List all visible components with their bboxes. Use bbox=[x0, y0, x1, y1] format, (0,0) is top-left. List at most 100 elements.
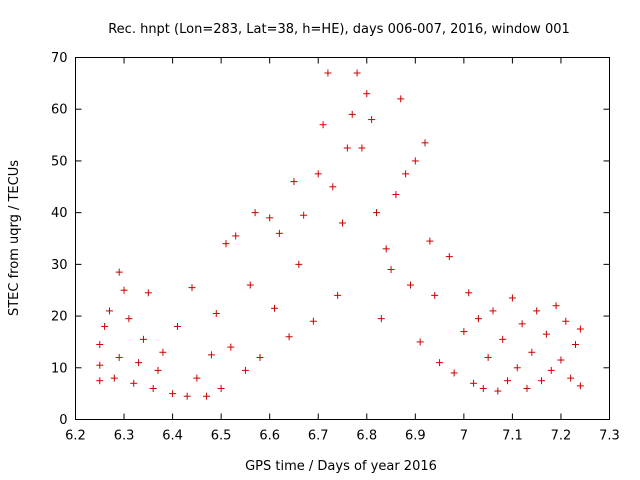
data-point bbox=[450, 369, 458, 377]
x-tick-label: 7 bbox=[460, 429, 468, 444]
data-point bbox=[120, 286, 128, 294]
data-point bbox=[256, 353, 264, 361]
data-point bbox=[125, 315, 133, 323]
y-tick-label: 30 bbox=[51, 258, 68, 273]
data-point bbox=[266, 214, 274, 222]
data-point bbox=[110, 374, 118, 382]
data-point bbox=[474, 315, 482, 323]
data-point bbox=[508, 294, 516, 302]
data-point bbox=[538, 377, 546, 385]
data-point bbox=[504, 377, 512, 385]
data-point bbox=[319, 121, 327, 129]
x-tick-label: 6.7 bbox=[308, 429, 329, 444]
y-tick-label: 40 bbox=[51, 206, 68, 221]
data-point bbox=[154, 366, 162, 374]
data-point bbox=[431, 291, 439, 299]
data-point bbox=[397, 95, 405, 103]
data-point bbox=[334, 291, 342, 299]
data-point bbox=[183, 392, 191, 400]
data-point bbox=[101, 322, 109, 330]
data-point bbox=[348, 110, 356, 118]
data-point bbox=[193, 374, 201, 382]
y-tick-label: 10 bbox=[51, 361, 68, 376]
data-point bbox=[382, 245, 390, 253]
data-point bbox=[217, 384, 225, 392]
data-point bbox=[494, 387, 502, 395]
data-point bbox=[232, 232, 240, 240]
data-point bbox=[149, 384, 157, 392]
data-point bbox=[479, 384, 487, 392]
data-point bbox=[285, 333, 293, 341]
data-point bbox=[309, 317, 317, 325]
data-point bbox=[241, 366, 249, 374]
x-tick-label: 6.5 bbox=[211, 429, 232, 444]
data-point bbox=[523, 384, 531, 392]
data-point bbox=[392, 191, 400, 199]
x-axis-label: GPS time / Days of year 2016 bbox=[245, 459, 437, 474]
data-point bbox=[96, 377, 104, 385]
data-point bbox=[460, 328, 468, 336]
data-point bbox=[436, 359, 444, 367]
data-point bbox=[542, 330, 550, 338]
data-point bbox=[567, 374, 575, 382]
data-point bbox=[271, 304, 279, 312]
data-point bbox=[363, 90, 371, 98]
data-point bbox=[572, 341, 580, 349]
data-point bbox=[300, 211, 308, 219]
data-point bbox=[387, 266, 395, 274]
data-point bbox=[353, 69, 361, 77]
data-point bbox=[169, 390, 177, 398]
y-axis: 0 10 20 30 40 50 60 70 bbox=[51, 51, 610, 428]
y-tick-label: 50 bbox=[51, 154, 68, 169]
x-tick-label: 7.2 bbox=[551, 429, 572, 444]
data-point bbox=[324, 69, 332, 77]
data-point bbox=[402, 170, 410, 178]
data-point bbox=[533, 307, 541, 315]
data-point bbox=[96, 341, 104, 349]
data-point bbox=[135, 359, 143, 367]
data-point bbox=[227, 343, 235, 351]
data-point bbox=[416, 338, 424, 346]
data-point bbox=[489, 307, 497, 315]
data-point bbox=[445, 253, 453, 261]
data-point bbox=[96, 361, 104, 369]
x-tick-label: 6.2 bbox=[65, 429, 86, 444]
y-axis-label: STEC from uqrg / TECUs bbox=[7, 160, 22, 316]
data-point bbox=[203, 392, 211, 400]
data-point bbox=[358, 144, 366, 152]
y-tick-label: 0 bbox=[59, 413, 67, 428]
data-point bbox=[339, 219, 346, 227]
data-point bbox=[290, 178, 298, 186]
data-point bbox=[576, 382, 584, 390]
data-point bbox=[470, 379, 478, 387]
x-tick-label: 6.9 bbox=[405, 429, 426, 444]
data-point bbox=[562, 317, 570, 325]
x-tick-label: 6.3 bbox=[114, 429, 135, 444]
x-axis: 6.2 6.3 6.4 6.5 6.6 6.7 6.8 6.9 7 7.1 7.2 7.3 bbox=[65, 57, 620, 444]
data-point bbox=[295, 260, 303, 268]
data-point bbox=[499, 335, 507, 343]
data-point bbox=[528, 348, 536, 356]
data-point bbox=[251, 209, 259, 217]
x-tick-label: 7.3 bbox=[599, 429, 620, 444]
data-point bbox=[207, 351, 215, 359]
data-point bbox=[212, 309, 220, 317]
data-point bbox=[329, 183, 337, 191]
data-point bbox=[421, 139, 429, 147]
data-point bbox=[547, 366, 555, 374]
data-point bbox=[377, 315, 385, 323]
data-point bbox=[139, 335, 147, 343]
data-point bbox=[144, 289, 152, 297]
data-point bbox=[372, 209, 380, 217]
data-point bbox=[130, 379, 138, 387]
x-tick-label: 6.6 bbox=[259, 429, 280, 444]
data-point bbox=[246, 281, 254, 289]
data-point bbox=[411, 157, 419, 165]
data-point bbox=[159, 348, 167, 356]
x-tick-label: 6.8 bbox=[356, 429, 377, 444]
y-tick-label: 20 bbox=[51, 310, 68, 325]
data-point bbox=[552, 302, 560, 310]
x-tick-label: 6.4 bbox=[162, 429, 183, 444]
data-point bbox=[343, 144, 351, 152]
